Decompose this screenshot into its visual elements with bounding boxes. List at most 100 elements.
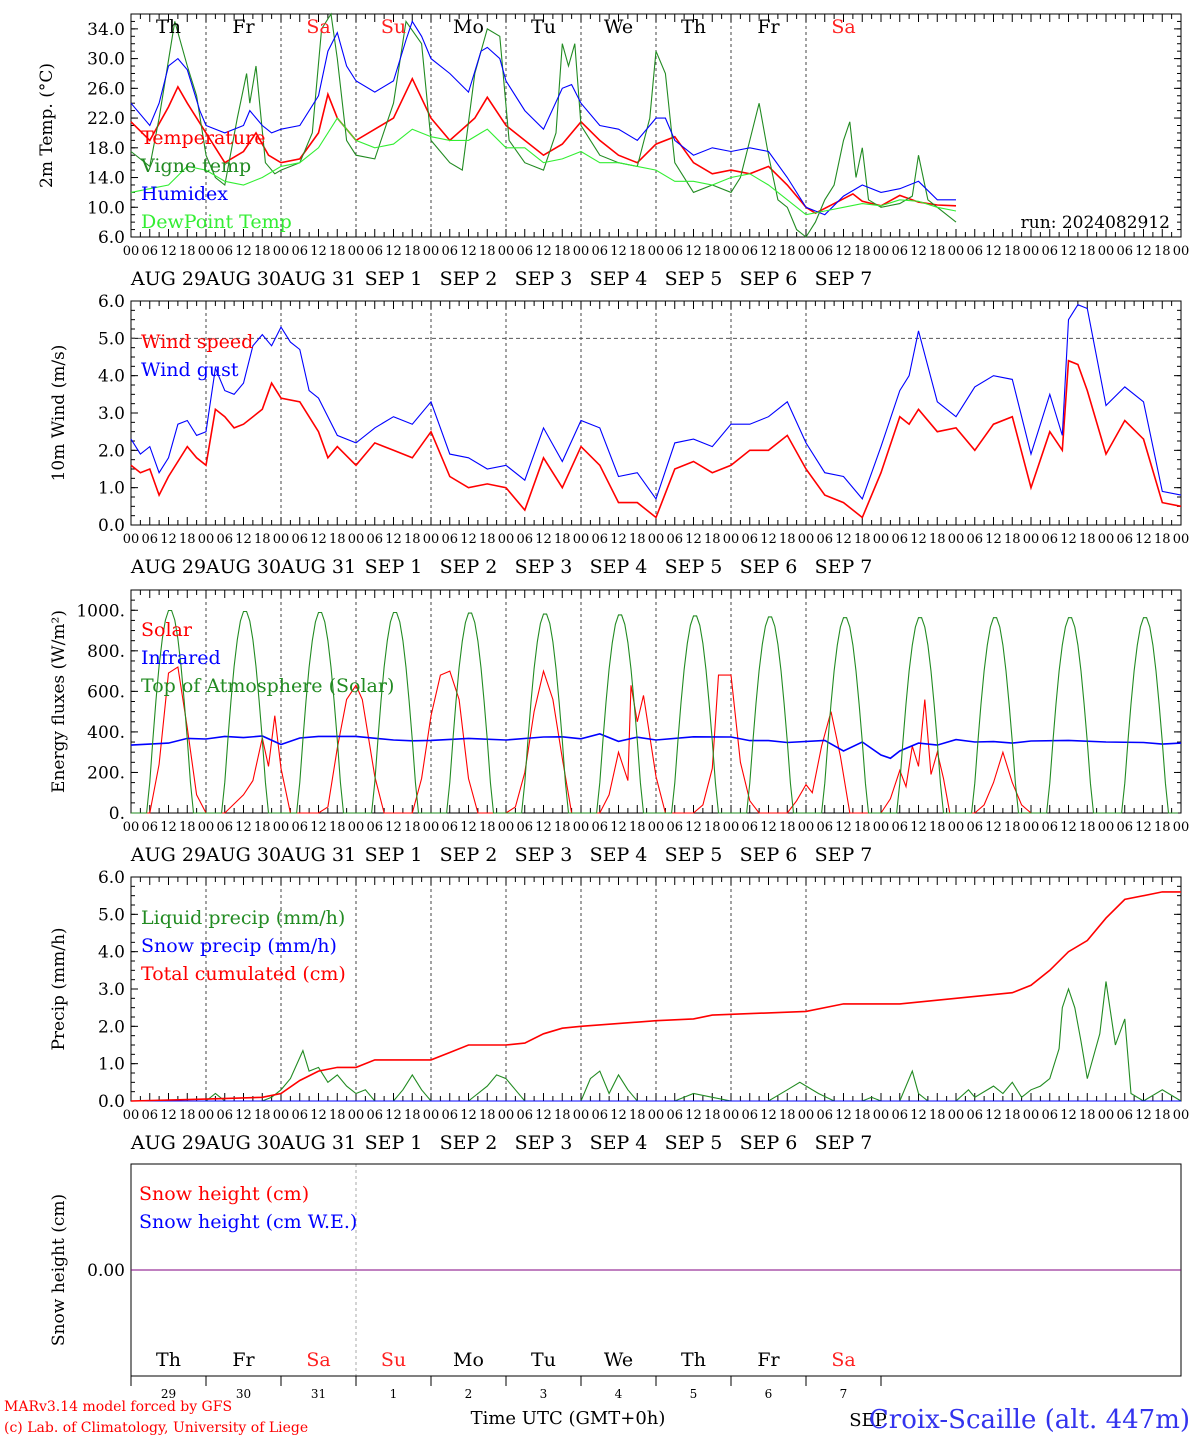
hour-tick-label: 00 [498, 1108, 515, 1123]
day-number-label: 1 [390, 1387, 398, 1401]
hour-tick-label: 06 [441, 244, 458, 259]
date-label: AUG 31 [280, 844, 356, 866]
legend-entry: Snow height (cm) [139, 1183, 309, 1205]
run-label: run: 2024082912 [1021, 213, 1170, 233]
hour-tick-label: 00 [573, 532, 590, 547]
y-tick-label: 22.0 [87, 109, 125, 129]
weekday-label: Sa [306, 1349, 330, 1371]
hour-tick-label: 00 [573, 820, 590, 835]
hour-tick-label: 00 [573, 1108, 590, 1123]
hour-tick-label: 18 [1004, 1108, 1021, 1123]
series-wind-speed [130, 359, 1182, 519]
date-label: SEP 3 [515, 844, 573, 866]
hour-tick-label: 12 [235, 244, 252, 259]
day-number-label: 5 [690, 1387, 698, 1401]
hour-tick-label: 06 [1116, 820, 1133, 835]
hour-tick-label: 12 [685, 820, 702, 835]
hour-tick-label: 18 [929, 532, 946, 547]
hour-tick-label: 00 [1173, 1108, 1190, 1123]
hour-tick-label: 06 [516, 244, 533, 259]
hour-tick-label: 06 [1116, 532, 1133, 547]
y-tick-label: 14.0 [87, 169, 125, 189]
hour-tick-label: 00 [573, 244, 590, 259]
hour-tick-label: 12 [310, 244, 327, 259]
date-label: AUG 30 [205, 556, 281, 578]
hour-tick-label: 00 [798, 820, 815, 835]
legend-entry: Snow height (cm W.E.) [139, 1211, 357, 1233]
hour-tick-label: 12 [835, 244, 852, 259]
panel-wind: 0.0 1.0 2.0 3.0 4.0 5.0 6.0 10m Wind (m/s) Wind … [49, 292, 1189, 578]
hour-tick-label: 12 [760, 532, 777, 547]
hour-tick-label: 06 [966, 820, 983, 835]
hour-tick-label: 12 [1060, 820, 1077, 835]
panel-precip: 0.0 1.0 2.0 3.0 4.0 5.0 6.0 Precip (mm/h) Liquid… [49, 868, 1189, 1154]
day-number-label: 3 [540, 1387, 548, 1401]
date-label: SEP 3 [515, 556, 573, 578]
hour-tick-label: 12 [310, 820, 327, 835]
hour-tick-label: 00 [1173, 820, 1190, 835]
hour-tick-label: 12 [535, 244, 552, 259]
hour-tick-label: 18 [1154, 532, 1171, 547]
hour-tick-label: 06 [516, 532, 533, 547]
hour-tick-label: 06 [591, 820, 608, 835]
date-label: SEP 4 [590, 268, 648, 290]
hour-tick-label: 06 [216, 820, 233, 835]
hour-tick-label: 00 [498, 532, 515, 547]
hour-tick-label: 00 [798, 1108, 815, 1123]
day-number-label: 4 [615, 1387, 623, 1401]
legend-entry: Solar [141, 619, 193, 641]
hour-tick-label: 12 [910, 1108, 927, 1123]
panel-temp: 6.0 10.0 14.0 18.0 22.0 26.0 30.0 34.0 2m Temp. … [37, 12, 1189, 290]
hour-tick-label: 18 [929, 1108, 946, 1123]
hour-tick-label: 06 [291, 820, 308, 835]
hour-tick-label: 12 [535, 1108, 552, 1123]
hour-tick-label: 06 [141, 532, 158, 547]
y-tick-label: 2.0 [98, 441, 125, 461]
weekday-label: We [604, 1349, 633, 1371]
legend-entry: Total cumulated (cm) [141, 963, 346, 985]
hour-tick-label: 18 [179, 820, 196, 835]
date-label: SEP 7 [815, 1132, 873, 1154]
hour-tick-label: 12 [235, 532, 252, 547]
hour-tick-label: 12 [685, 532, 702, 547]
hour-tick-label: 18 [479, 1108, 496, 1123]
hour-tick-label: 18 [479, 820, 496, 835]
hour-tick-label: 06 [816, 820, 833, 835]
plot-frame [130, 13, 1182, 238]
panel-snow: 0.00 Snow height (cm) Snow height (cm) Snow… [49, 1163, 1182, 1401]
hour-tick-label: 12 [985, 244, 1002, 259]
month-label: SEP [849, 1410, 887, 1431]
date-label: SEP 6 [740, 268, 798, 290]
hour-tick-label: 00 [423, 1108, 440, 1123]
hour-tick-label: 00 [648, 820, 665, 835]
weekday-label: Th [156, 16, 181, 38]
y-tick-label: 18.0 [87, 139, 125, 159]
hour-tick-label: 18 [254, 820, 271, 835]
hour-tick-label: 06 [966, 244, 983, 259]
y-axis-label: 10m Wind (m/s) [49, 345, 69, 482]
hour-tick-label: 06 [291, 532, 308, 547]
day-number-label: 30 [236, 1387, 251, 1401]
hour-tick-label: 06 [1041, 820, 1058, 835]
hour-tick-label: 18 [929, 244, 946, 259]
hour-tick-label: 00 [273, 244, 290, 259]
date-label: SEP 3 [515, 268, 573, 290]
hour-tick-label: 12 [610, 532, 627, 547]
hour-tick-label: 00 [1098, 244, 1115, 259]
hour-tick-label: 06 [666, 244, 683, 259]
hour-tick-label: 12 [835, 532, 852, 547]
series-infrared [130, 733, 1182, 760]
hour-tick-label: 12 [1135, 244, 1152, 259]
hour-tick-label: 06 [1041, 1108, 1058, 1123]
hour-tick-label: 06 [516, 820, 533, 835]
date-label: SEP 2 [440, 1132, 498, 1154]
hour-tick-label: 06 [891, 532, 908, 547]
date-label: SEP 5 [665, 1132, 723, 1154]
hour-tick-label: 12 [385, 244, 402, 259]
hour-tick-label: 18 [1079, 532, 1096, 547]
hour-tick-label: 00 [723, 244, 740, 259]
hour-tick-label: 00 [873, 244, 890, 259]
hour-tick-label: 18 [779, 244, 796, 259]
weekday-label: Su [381, 1349, 406, 1371]
y-tick-label: 4.0 [98, 943, 125, 963]
